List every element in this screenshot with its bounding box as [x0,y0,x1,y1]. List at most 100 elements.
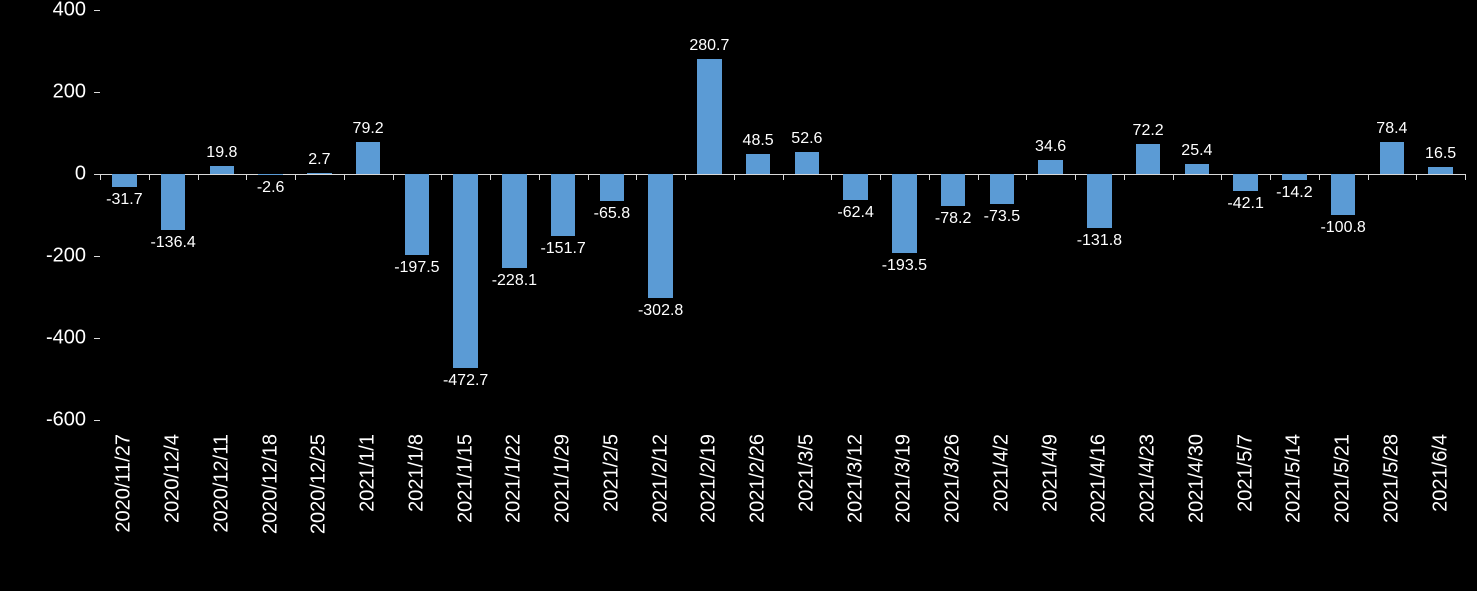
x-tick-mark [393,174,394,180]
bar-value-label: -197.5 [394,259,439,277]
x-category-label: 2021/1/8 [405,434,428,512]
x-category-label: 2021/4/2 [990,434,1013,512]
bar [648,174,672,298]
bar [502,174,526,268]
bar-value-label: -42.1 [1227,195,1263,213]
bar-value-label: 78.4 [1376,120,1407,138]
x-tick-mark [734,174,735,180]
x-tick-mark [441,174,442,180]
bar [405,174,429,255]
x-category-label: 2020/12/11 [210,434,233,533]
bar-chart: -31.7-136.419.8-2.62.779.2-197.5-472.7-2… [0,0,1477,591]
bar [551,174,575,236]
bar [1233,174,1257,191]
x-tick-mark [246,174,247,180]
bar-value-label: -65.8 [594,205,630,223]
y-tick-mark [94,256,100,257]
x-category-label: 2021/5/21 [1332,434,1355,523]
x-tick-mark [1124,174,1125,180]
bar-value-label: -151.7 [540,240,585,258]
x-category-label: 2021/5/7 [1234,434,1257,512]
x-category-label: 2020/11/27 [113,434,136,533]
x-category-label: 2020/12/25 [308,434,331,534]
x-category-label: 2020/12/4 [162,434,185,523]
bar [161,174,185,230]
x-tick-mark [783,174,784,180]
bar [1185,164,1209,174]
x-category-label: 2021/4/9 [1039,434,1062,512]
bar [1136,144,1160,174]
bar-value-label: 52.6 [791,130,822,148]
bar [892,174,916,253]
bar-value-label: 72.2 [1133,122,1164,140]
bar [795,152,819,174]
x-category-label: 2021/1/1 [357,434,380,512]
x-tick-mark [295,174,296,180]
x-tick-mark [831,174,832,180]
x-category-label: 2021/3/26 [942,434,965,523]
x-category-label: 2021/2/19 [698,434,721,523]
plot-area: -31.7-136.419.8-2.62.779.2-197.5-472.7-2… [100,10,1465,420]
y-tick-label: -400 [0,327,86,350]
x-category-label: 2021/5/28 [1380,434,1403,523]
x-tick-mark [198,174,199,180]
bar [356,142,380,174]
bar [990,174,1014,204]
bar-value-label: -100.8 [1320,219,1365,237]
bar [697,59,721,174]
x-tick-mark [1075,174,1076,180]
bar-value-label: -62.4 [837,204,873,222]
bar-value-label: -302.8 [638,302,683,320]
x-tick-mark [1270,174,1271,180]
bar [1380,142,1404,174]
bar [600,174,624,201]
bar-value-label: 2.7 [308,151,330,169]
y-tick-label: -600 [0,409,86,432]
bar-value-label: 34.6 [1035,138,1066,156]
bar-value-label: -2.6 [257,179,285,197]
x-category-label: 2021/1/15 [454,434,477,523]
bar [112,174,136,187]
x-category-label: 2021/3/12 [844,434,867,523]
x-category-label: 2021/1/22 [503,434,526,523]
x-category-label: 2021/3/19 [893,434,916,523]
bar [746,154,770,174]
bar [1282,174,1306,180]
bar [1087,174,1111,228]
bar-value-label: 48.5 [743,132,774,150]
x-tick-mark [929,174,930,180]
y-tick-label: 0 [0,163,86,186]
bar [1331,174,1355,215]
x-tick-mark [685,174,686,180]
bar-value-label: 19.8 [206,144,237,162]
x-tick-mark [1221,174,1222,180]
x-tick-mark [149,174,150,180]
x-tick-mark [1368,174,1369,180]
bar-value-label: -472.7 [443,372,488,390]
x-tick-mark [490,174,491,180]
x-category-label: 2020/12/18 [259,434,282,534]
bar-value-label: -78.2 [935,210,971,228]
x-category-label: 2021/4/23 [1137,434,1160,523]
bar [307,173,331,174]
bar [1428,167,1452,174]
x-tick-mark [1416,174,1417,180]
x-tick-mark [1319,174,1320,180]
x-tick-mark [588,174,589,180]
bar-value-label: 79.2 [353,120,384,138]
x-category-label: 2021/4/16 [1088,434,1111,523]
x-category-label: 2021/5/14 [1283,434,1306,523]
x-category-label: 2021/2/5 [600,434,623,512]
x-category-label: 2021/2/26 [747,434,770,523]
y-tick-label: -200 [0,245,86,268]
x-tick-mark [978,174,979,180]
y-tick-label: 200 [0,81,86,104]
bar [210,166,234,174]
y-tick-mark [94,420,100,421]
x-tick-mark [636,174,637,180]
bar-value-label: -73.5 [984,208,1020,226]
x-category-label: 2021/3/5 [795,434,818,512]
bar-value-label: 25.4 [1181,142,1212,160]
x-category-label: 2021/2/12 [649,434,672,523]
x-tick-mark [539,174,540,180]
